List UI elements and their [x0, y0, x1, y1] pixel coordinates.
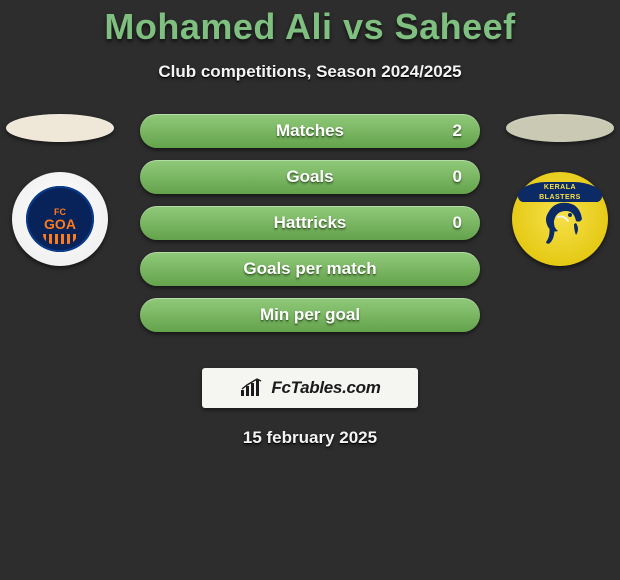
stat-label: Goals per match	[243, 259, 376, 279]
match-date: 15 february 2025	[0, 428, 620, 448]
stat-label: Hattricks	[274, 213, 347, 233]
left-club-crest: FC GOA	[12, 172, 108, 266]
stat-bar-goals: Goals 0	[140, 160, 480, 194]
subtitle: Club competitions, Season 2024/2025	[0, 62, 620, 82]
stat-bar-min-per-goal: Min per goal	[140, 298, 480, 332]
crest-text-blasters: BLASTERS	[518, 193, 602, 203]
left-player-placeholder	[6, 114, 114, 142]
stat-bars: Matches 2 Goals 0 Hattricks 0 Goals per …	[140, 114, 480, 332]
watermark: FcTables.com	[202, 368, 418, 408]
chart-bars-icon	[239, 378, 265, 398]
crest-text-goa: GOA	[44, 217, 76, 231]
stat-value: 0	[453, 213, 462, 233]
crest-stripes-icon	[43, 234, 77, 244]
right-player-placeholder	[506, 114, 614, 142]
watermark-text: FcTables.com	[271, 378, 380, 398]
right-club-crest: KERALA BLASTERS	[512, 172, 608, 266]
fc-goa-icon: FC GOA	[26, 186, 94, 252]
stat-label: Goals	[286, 167, 333, 187]
stat-label: Matches	[276, 121, 344, 141]
stat-value: 2	[453, 121, 462, 141]
page-title: Mohamed Ali vs Saheef	[0, 0, 620, 48]
stat-value: 0	[453, 167, 462, 187]
comparison-panel: FC GOA KERALA BLASTERS	[0, 114, 620, 344]
left-player-column: FC GOA	[0, 114, 120, 266]
stat-label: Min per goal	[260, 305, 360, 325]
kerala-band: KERALA BLASTERS	[518, 182, 602, 202]
crest-text-kerala: KERALA	[518, 183, 602, 193]
stat-bar-matches: Matches 2	[140, 114, 480, 148]
right-player-column: KERALA BLASTERS	[500, 114, 620, 266]
stat-bar-goals-per-match: Goals per match	[140, 252, 480, 286]
stat-bar-hattricks: Hattricks 0	[140, 206, 480, 240]
